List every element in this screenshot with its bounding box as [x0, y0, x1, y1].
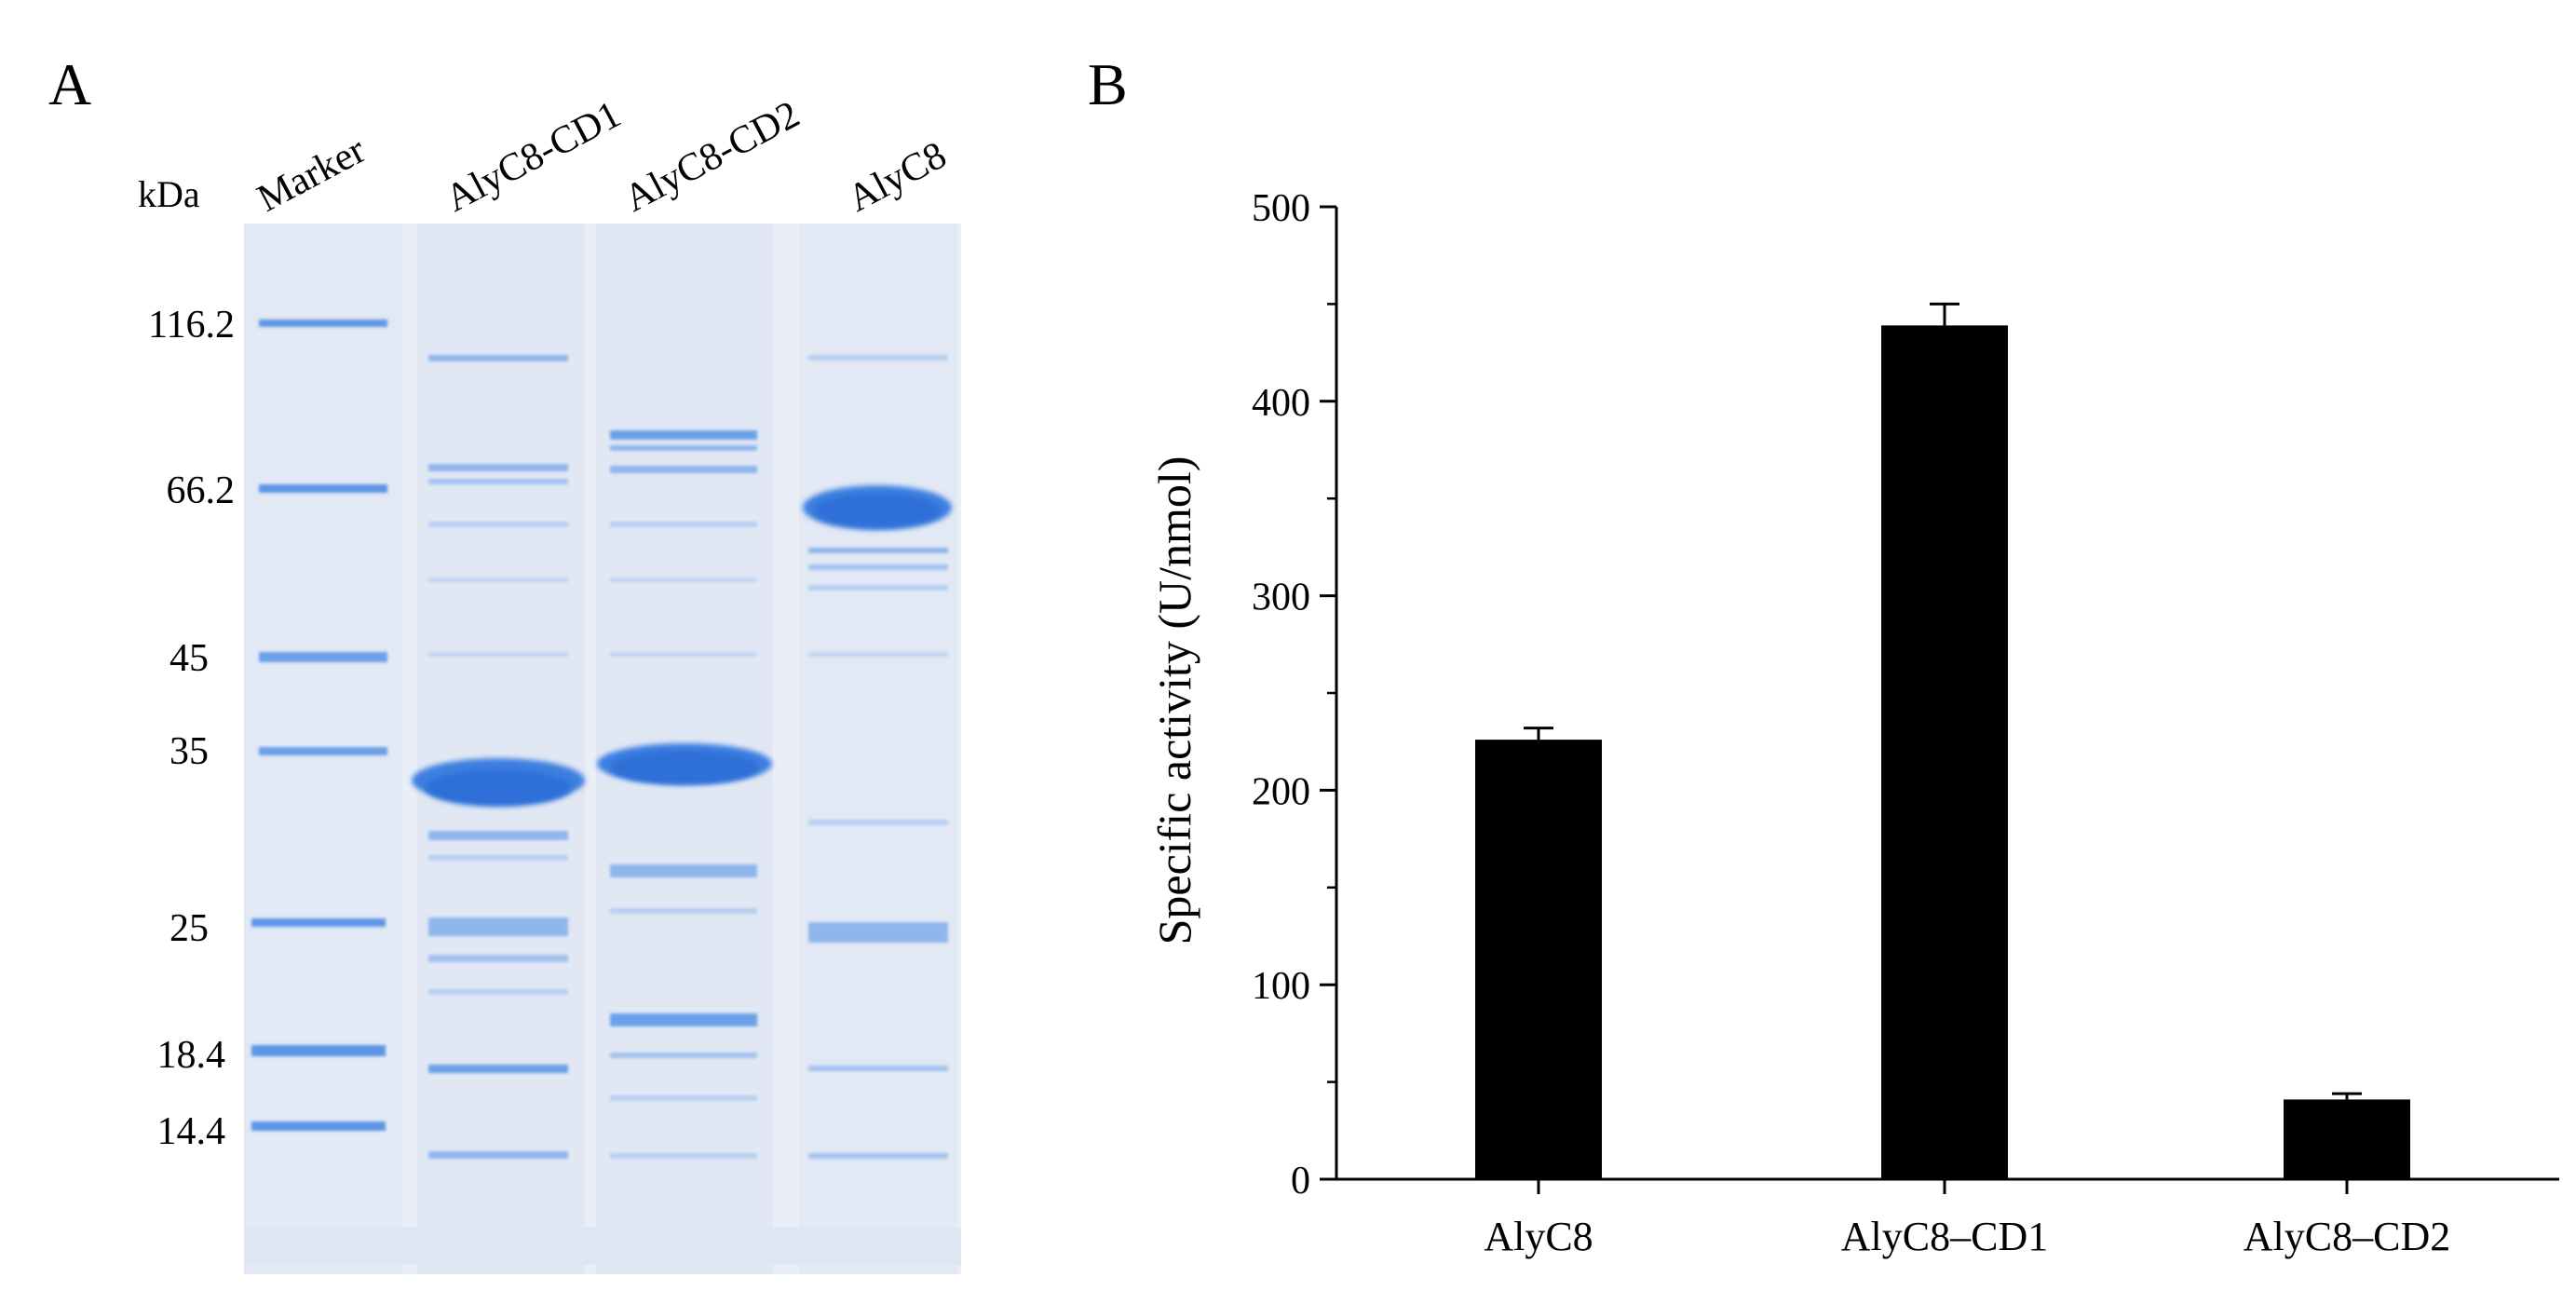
x-tick-label: AlyC8–CD2	[2244, 1214, 2450, 1259]
gel-band	[251, 1121, 386, 1131]
gel-band	[610, 1095, 757, 1101]
gel-band	[259, 747, 387, 755]
y-axis-label: Specific activity (U/nmol)	[1148, 456, 1200, 945]
y-tick-label: 100	[1252, 965, 1310, 1008]
gel-band	[808, 564, 948, 570]
gel-band	[428, 578, 568, 582]
bar	[2284, 1099, 2410, 1179]
x-tick-label: AlyC8	[1484, 1214, 1593, 1259]
gel-band	[808, 548, 948, 553]
marker-size-label: 35	[169, 730, 209, 773]
gel-band	[428, 831, 568, 840]
marker-size-label: 66.2	[167, 469, 236, 512]
gel-band	[808, 1153, 948, 1159]
bar-chart: 0 100 200 300 400 500 AlyC8 AlyC8–CD1 AlyC8–CD2	[1252, 187, 2559, 1259]
marker-size-label: 14.4	[157, 1110, 226, 1153]
lane-label-alyc8-cd1: AlyC8-CD1	[439, 93, 628, 221]
gel-band	[610, 1153, 757, 1159]
lane-label-alyc8: AlyC8	[841, 134, 953, 221]
gel-band	[808, 1066, 948, 1071]
gel-band	[259, 484, 387, 493]
gel-band	[251, 918, 386, 927]
y-tick-label: 500	[1252, 187, 1310, 230]
gel-band	[808, 652, 948, 657]
gel-band	[610, 466, 757, 473]
gel-band	[259, 319, 387, 327]
gel-bottom-smear	[244, 1228, 961, 1265]
gel-band	[610, 522, 757, 527]
gel-band	[428, 464, 568, 471]
y-tick-label: 0	[1291, 1160, 1310, 1203]
panel-b: B Specific activity (U/nmol) 0 100 200 300 4…	[1088, 51, 2559, 1259]
gel-band	[610, 864, 757, 877]
gel-band	[428, 855, 568, 861]
gel-band	[808, 585, 948, 591]
bar	[1881, 325, 2008, 1179]
gel-band	[428, 355, 568, 361]
gel-band	[610, 908, 757, 914]
panel-a-label: A	[48, 51, 91, 117]
gel-band-major	[426, 769, 571, 807]
gel-band	[808, 820, 948, 825]
gel-band	[428, 522, 568, 527]
y-tick-label: 400	[1252, 382, 1310, 425]
gel-lane-shade	[799, 224, 957, 1274]
gel-band	[428, 1151, 568, 1159]
gel-lane-shade	[417, 224, 585, 1274]
gel-image	[244, 224, 961, 1274]
marker-size-label: 45	[169, 637, 209, 680]
panel-b-label: B	[1088, 51, 1128, 117]
x-tick-label: AlyC8–CD1	[1841, 1214, 2048, 1259]
marker-size-label: 18.4	[157, 1034, 226, 1077]
gel-band	[610, 430, 757, 440]
y-tick-label: 300	[1252, 577, 1310, 619]
gel-band	[428, 1065, 568, 1073]
gel-band	[428, 955, 568, 962]
gel-band	[251, 1045, 386, 1056]
gel-band	[428, 479, 568, 484]
gel-band	[428, 652, 568, 657]
marker-size-label: 25	[169, 907, 209, 950]
bar	[1475, 740, 1602, 1179]
panel-a: A kDa Marker AlyC8-CD1 AlyC8-CD2 AlyC8 1…	[48, 51, 961, 1274]
gel-band	[610, 1013, 757, 1026]
gel-band	[610, 652, 757, 657]
gel-band	[610, 445, 757, 451]
y-tick-label: 200	[1252, 770, 1310, 813]
lane-label-alyc8-cd2: AlyC8-CD2	[617, 93, 807, 221]
kda-unit-label: kDa	[138, 173, 200, 215]
gel-band	[259, 652, 387, 662]
gel-band	[610, 578, 757, 582]
gel-band	[808, 355, 948, 360]
gel-band	[428, 917, 568, 936]
gel-band	[610, 1053, 757, 1058]
gel-band	[428, 989, 568, 995]
gel-band	[808, 922, 948, 943]
lane-label-marker: Marker	[251, 129, 373, 221]
gel-band-major	[610, 751, 759, 784]
gel-band-major	[814, 494, 941, 527]
marker-size-label: 116.2	[148, 304, 235, 347]
